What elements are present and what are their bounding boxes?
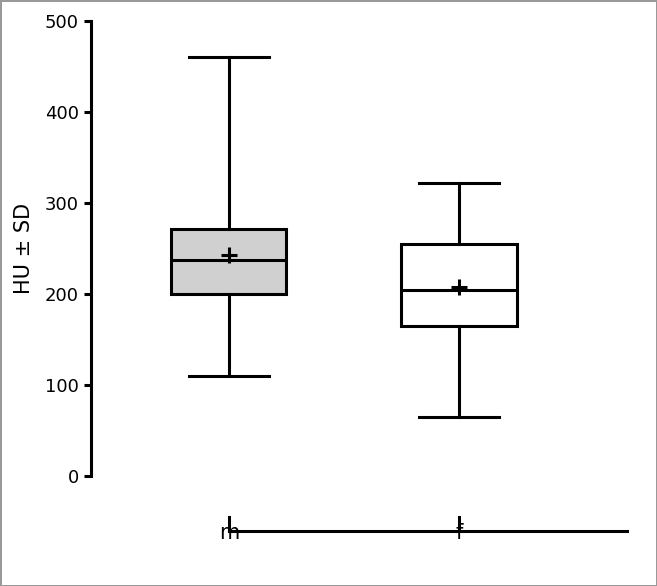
Y-axis label: HU ± SD: HU ± SD [14,203,34,294]
Bar [171,229,286,294]
Bar [401,244,516,326]
